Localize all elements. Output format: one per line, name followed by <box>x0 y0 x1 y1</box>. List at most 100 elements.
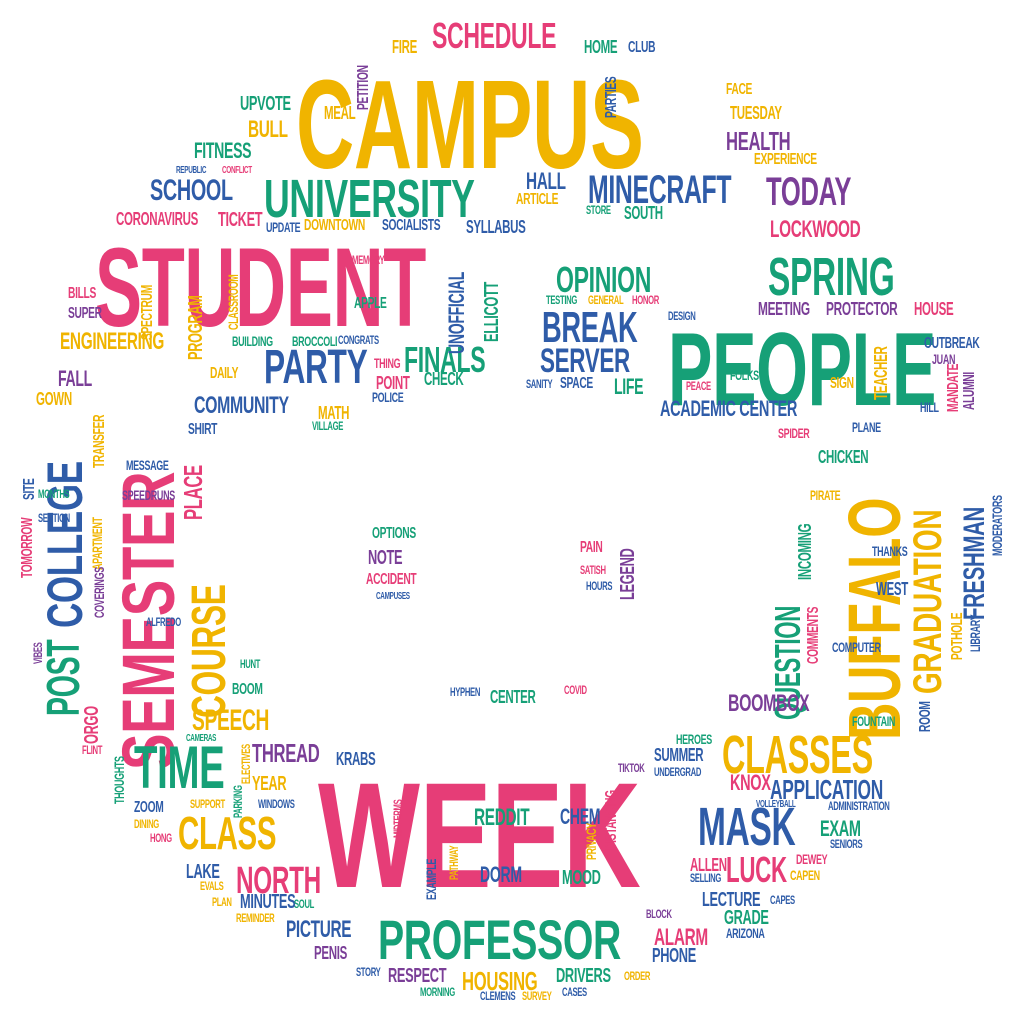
word: HUNT <box>240 657 261 671</box>
word: PAIN <box>580 539 603 556</box>
word: BREAK <box>542 303 638 352</box>
word: DOWNTOWN <box>304 217 365 234</box>
word: DORM <box>480 862 522 887</box>
word: PARTY <box>264 341 368 394</box>
word: MANDATE <box>945 363 962 412</box>
word: SOCIALISTS <box>382 217 441 234</box>
word: CHICKEN <box>818 447 869 467</box>
word: FITNESS <box>194 138 252 163</box>
word: DESIGN <box>668 309 696 323</box>
word: HONG <box>150 831 172 845</box>
word: BOOM <box>232 681 263 698</box>
word: HOUSING <box>462 966 538 996</box>
word: OUTBREAK <box>924 335 980 352</box>
word: DINING <box>134 817 159 831</box>
word: UNIVERSITY <box>264 169 475 229</box>
word: STUDENT <box>95 225 426 350</box>
word: SATISH <box>580 563 606 577</box>
word: CHECK <box>424 369 464 389</box>
word: PICTURE <box>286 916 352 943</box>
word: PROFESSOR <box>378 908 621 971</box>
word: FACE <box>726 81 753 98</box>
word: COMMUNITY <box>194 392 289 419</box>
word: FRESHMAN <box>958 507 991 620</box>
word: KRABS <box>336 749 376 769</box>
word: HEROES <box>676 731 712 747</box>
word: COVID <box>564 683 587 697</box>
word: TRANSFER <box>91 414 108 468</box>
word: OPTIONS <box>372 525 416 542</box>
word: LEGEND <box>617 548 639 600</box>
word: CHEM <box>560 804 601 829</box>
word: BROCCOLI <box>292 333 338 349</box>
word: TIME <box>134 734 225 801</box>
word: EXAM <box>820 816 861 841</box>
word: SCHEDULE <box>432 15 557 56</box>
word: LIFE <box>614 374 644 399</box>
word: MINECRAFT <box>588 168 732 212</box>
word: COURSE <box>183 584 236 718</box>
word: TIKTOK <box>618 761 645 775</box>
word: DAILY <box>210 365 239 382</box>
word: CASES <box>562 985 587 999</box>
word: THREAD <box>252 738 320 768</box>
word: FIRE <box>392 37 417 57</box>
word: FINALS <box>404 339 486 380</box>
word: PETITION <box>355 65 372 110</box>
word: MINUTES <box>240 891 296 913</box>
word: SUPER <box>68 305 102 322</box>
word: APPLICATION <box>770 774 883 805</box>
word: MORNING <box>420 985 455 999</box>
word: POTHOLE <box>949 612 966 660</box>
word: ADMINISTRATION <box>828 799 890 813</box>
word: THING <box>374 355 401 371</box>
word: APPLE <box>354 295 387 312</box>
word: UNDERGRAD <box>654 765 702 779</box>
word: THANKS <box>872 543 908 559</box>
word: PEOPLE <box>668 312 937 428</box>
word: SANITY <box>526 377 553 391</box>
word: PATHWAY <box>447 845 461 880</box>
word: HOUSE <box>914 299 954 319</box>
word: KNOX <box>730 770 771 795</box>
word: FLINT <box>82 743 103 757</box>
word: SERVER <box>540 342 630 380</box>
word: ACCIDENT <box>366 571 417 588</box>
word: CAPES <box>770 893 795 907</box>
word: TICKET <box>218 209 263 231</box>
word: CORONAVIRUS <box>116 209 199 229</box>
word: ORDER <box>624 969 651 983</box>
word: SCHOOL <box>150 174 233 207</box>
word: JUAN <box>932 351 956 367</box>
word: MODERATORS <box>989 495 1005 556</box>
word: HALL <box>526 168 566 195</box>
word: SHIRT <box>188 421 218 438</box>
word: ALUMNI <box>961 372 978 410</box>
word: BUILDING <box>232 333 273 349</box>
word: SOUL <box>294 897 315 911</box>
word: DEWEY <box>796 851 828 867</box>
word: SENIORS <box>830 837 863 851</box>
word: SPACE <box>560 375 593 392</box>
word: REMINDER <box>236 911 275 925</box>
word: YEAR <box>252 773 287 795</box>
word: LIBRARY <box>967 614 983 652</box>
word: LAKE <box>186 861 220 883</box>
word: ORGO <box>81 706 103 744</box>
word: INCOMING <box>795 523 815 580</box>
word: OPINION <box>556 259 652 300</box>
word: CLUB <box>628 39 656 56</box>
word: ROOM <box>917 701 934 732</box>
word: PEACE <box>686 379 711 393</box>
word: SUPPORT <box>190 797 225 811</box>
word: CONGRATS <box>338 333 379 347</box>
word: COVERINGS <box>91 567 107 618</box>
word: PROGRAM <box>185 295 207 360</box>
word: TEACHER <box>871 346 891 400</box>
word: HYPHEN <box>450 685 481 699</box>
word: MATH <box>318 403 350 423</box>
word: WINDOWS <box>258 797 295 811</box>
word: HOME <box>584 37 618 57</box>
word: WEST <box>876 579 908 599</box>
